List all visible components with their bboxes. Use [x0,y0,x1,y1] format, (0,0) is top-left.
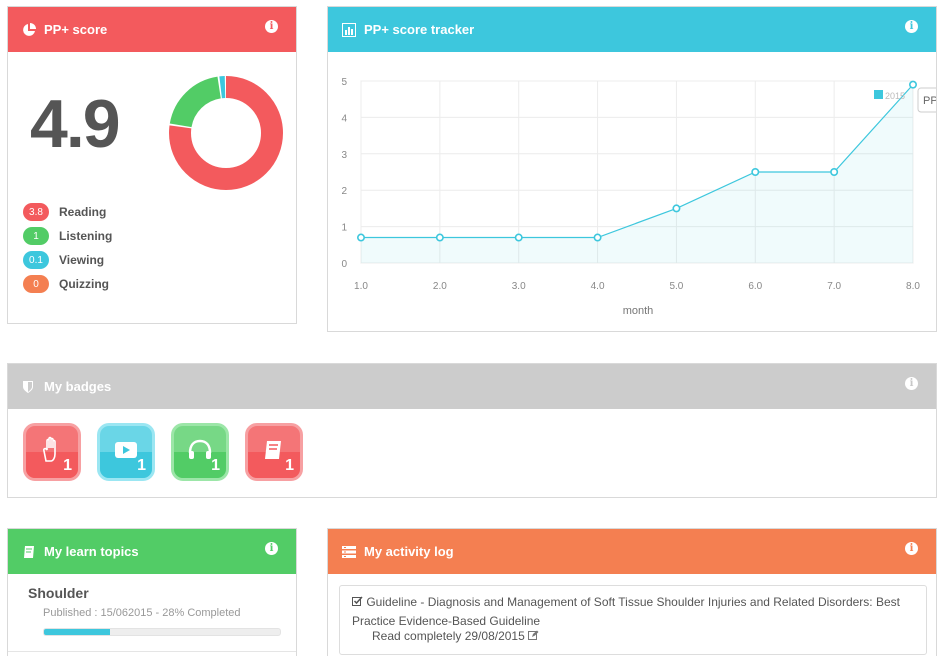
topic-progress-bar [43,628,281,636]
x-tick-label: 7.0 [827,281,841,292]
pp-score-value: 4.9 [30,86,121,162]
quizzing-score-badge: 0 [23,275,49,293]
data-point[interactable] [672,204,681,213]
listening-score-badge: 1 [23,227,49,245]
book-icon [259,435,289,470]
x-tick-label: 8.0 [906,281,920,292]
activity-log-panel: My activity log i Guideline - Diagnosis … [327,528,937,656]
pie-chart-icon [22,22,36,37]
data-point[interactable] [908,80,917,89]
quizzing-label: Quizzing [59,277,109,291]
edit-icon [528,630,539,644]
data-point[interactable] [356,233,365,242]
score-legend: 3.8 Reading 1 Listening 0.1 Viewing 0 Qu… [23,200,112,296]
activity-text-row: Guideline - Diagnosis and Management of … [352,593,912,630]
viewing-label: Viewing [59,253,105,267]
activity-log-header: My activity log i [328,529,936,574]
book-icon [22,545,36,559]
check-square-icon [352,594,363,612]
y-tick-label: 5 [341,77,347,88]
activity-text: Guideline - Diagnosis and Management of … [352,595,900,628]
legend-row-quizzing: 0 Quizzing [23,272,112,296]
badge-count: 1 [137,457,146,474]
info-icon[interactable]: i [265,20,278,33]
badge-count: 1 [211,457,220,474]
chart-tooltip: PP+ [917,87,936,113]
pp-score-panel: PP+ score i 4.9 3.8 Reading 1 Listening … [7,6,297,324]
data-point[interactable] [514,233,523,242]
y-tick-label: 1 [341,223,347,234]
pp-score-title: PP+ score [44,22,108,37]
hand-icon [37,435,67,470]
reading-score-badge: 3.8 [23,203,49,221]
score-donut-chart [169,76,283,190]
x-tick-label: 6.0 [748,281,762,292]
y-tick-label: 0 [341,259,347,270]
legend-label: 2015 [885,91,905,101]
viewing-score-badge: 0.1 [23,251,49,269]
learn-topics-header: My learn topics i [8,529,296,574]
x-tick-label: 2.0 [433,281,447,292]
activity-status: Read completely 29/08/2015 [372,629,525,643]
listening-label: Listening [59,229,113,243]
tooltip-text: PP+ [923,95,936,107]
info-icon[interactable]: i [905,20,918,33]
badge-book[interactable]: 1 [245,423,303,481]
data-point[interactable] [751,168,760,177]
series-area [361,84,913,263]
legend-swatch [874,90,883,99]
topic-name[interactable]: Shoulder [28,585,89,601]
divider [8,651,296,652]
y-tick-label: 2 [341,186,347,197]
badges-title: My badges [44,379,112,394]
series-line [361,84,914,239]
x-tick-label: 1.0 [354,281,368,292]
learn-topics-title: My learn topics [44,544,139,559]
x-axis-label: month [623,305,654,317]
info-icon[interactable]: i [905,542,918,555]
headphones-icon [185,435,215,470]
legend-row-viewing: 0.1 Viewing [23,248,112,272]
data-point[interactable] [830,168,839,177]
reading-label: Reading [59,205,107,219]
badges-header: My badges i [8,364,936,409]
x-tick-label: 5.0 [669,281,683,292]
shield-icon [22,380,36,394]
legend-row-listening: 1 Listening [23,224,112,248]
score-tracker-header: PP+ score tracker i [328,7,936,52]
y-tick-label: 4 [341,113,347,124]
badge-count: 1 [63,457,72,474]
x-tick-label: 3.0 [512,281,526,292]
x-tick-label: 4.0 [591,281,605,292]
pp-score-header: PP+ score i [8,7,296,52]
badge-video[interactable]: 1 [97,423,155,481]
activity-item[interactable]: Guideline - Diagnosis and Management of … [339,585,927,655]
y-tick-label: 3 [341,150,347,161]
activity-status-row: Read completely 29/08/2015 [372,629,539,644]
list-icon [342,545,356,559]
badges-panel: My badges i 1 1 1 1 [7,363,937,498]
badge-count: 1 [285,457,294,474]
info-icon[interactable]: i [905,377,918,390]
activity-log-title: My activity log [364,544,454,559]
badge-hand[interactable]: 1 [23,423,81,481]
video-play-icon [111,435,141,470]
topic-meta: Published : 15/062015 - 28% Completed [43,607,241,619]
donut-slice-reading [169,76,283,190]
learn-topics-panel: My learn topics i Shoulder Published : 1… [7,528,297,656]
badge-headphones[interactable]: 1 [171,423,229,481]
data-point[interactable] [435,233,444,242]
score-tracker-title: PP+ score tracker [364,22,475,37]
info-icon[interactable]: i [265,542,278,555]
bar-chart-icon [342,22,356,37]
score-tracker-panel: PP+ score tracker i 0 1 2 3 4 5 1.0 2.0 3.0 4.0 5.… [327,6,937,332]
legend-row-reading: 3.8 Reading [23,200,112,224]
data-point[interactable] [593,233,602,242]
